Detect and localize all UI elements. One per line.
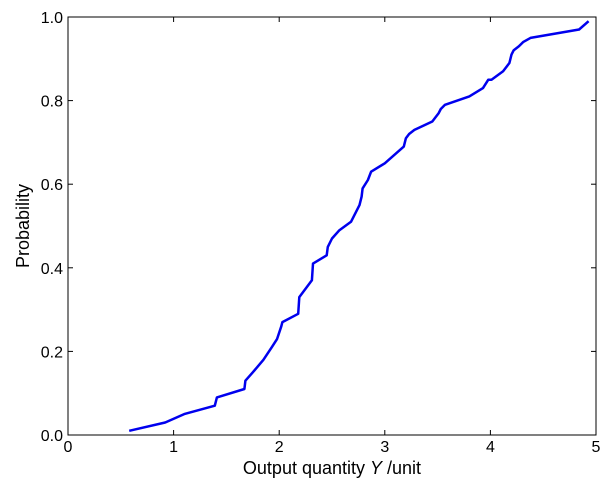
- y-tick-label: 0.2: [41, 344, 63, 361]
- x-axis-label: Output quantity Y /unit: [243, 458, 421, 478]
- x-axis-label-unit: /unit: [382, 458, 421, 478]
- cdf-series-line: [128, 20, 590, 433]
- axes-box: [67, 16, 597, 436]
- y-tick-label: 0.6: [41, 177, 63, 194]
- series-layer: [128, 20, 590, 433]
- y-tick-label: 0.0: [41, 428, 63, 445]
- x-tick-label: 1: [169, 439, 178, 456]
- y-tick-label: 1.0: [41, 10, 63, 27]
- plot-area: [68, 17, 596, 435]
- y-tick-label: 0.4: [41, 261, 63, 278]
- x-tick-label: 4: [486, 439, 495, 456]
- y-axis-ticks: 0.0 0.2 0.4 0.6 0.8 1.0: [41, 10, 596, 445]
- x-tick-label: 2: [275, 439, 284, 456]
- x-axis-label-text: Output quantity: [243, 458, 370, 478]
- x-tick-label: 3: [380, 439, 389, 456]
- x-tick-label: 0: [64, 439, 73, 456]
- y-tick-label: 0.8: [41, 94, 63, 111]
- x-tick-label: 5: [592, 439, 601, 456]
- y-axis-label: Probability: [13, 184, 33, 268]
- x-axis-label-variable: Y: [370, 458, 384, 478]
